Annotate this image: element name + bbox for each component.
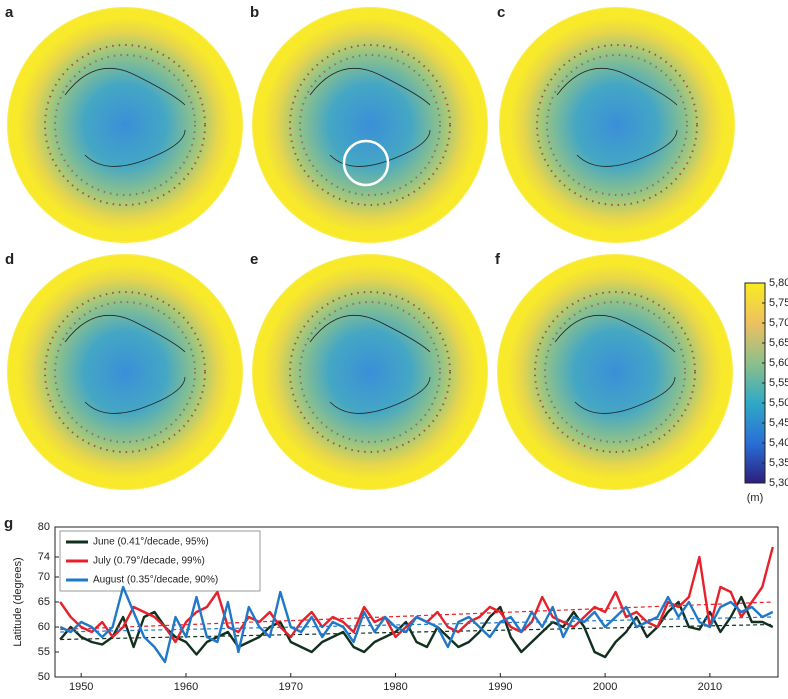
- y-tick-label: 55: [38, 646, 50, 658]
- significance-dots: [534, 291, 696, 453]
- legend-box: [59, 530, 261, 592]
- y-tick-label: 70: [38, 571, 50, 583]
- significance-dots: [299, 54, 441, 196]
- colorbar-tick-label: 5,650: [769, 337, 788, 349]
- map-yellow-rim: [497, 254, 733, 490]
- coastline: [64, 68, 186, 167]
- significance-dots: [289, 44, 451, 206]
- polar-map: [8, 255, 242, 489]
- colorbar-tick-label: 5,300: [769, 477, 788, 489]
- significance-dots: [299, 301, 441, 443]
- trend-line: [60, 616, 773, 633]
- colorbar-tick-label: 5,750: [769, 297, 788, 309]
- colorbar-tick-label: 5,400: [769, 437, 788, 449]
- significance-dots: [44, 291, 206, 453]
- significance-dots: [54, 301, 196, 443]
- colorbar-tick-label: 5,600: [769, 357, 788, 369]
- y-tick-label: 65: [38, 596, 50, 608]
- y-tick-label: 80: [38, 521, 50, 533]
- x-tick-label: 1990: [488, 681, 512, 693]
- legend-label: June (0.41°/decade, 95%): [93, 537, 209, 548]
- polar-map: [253, 8, 487, 242]
- map-yellow-rim: [499, 7, 735, 243]
- significance-dots: [289, 291, 451, 453]
- series-line: [59, 585, 774, 664]
- x-tick-label: 1980: [383, 681, 407, 693]
- polar-map: [500, 8, 734, 242]
- colorbar-tick-label: 5,800: [769, 277, 788, 289]
- coastline: [309, 68, 431, 167]
- map-yellow-rim: [252, 7, 488, 243]
- panel-label: c: [497, 4, 505, 21]
- polar-map: [498, 255, 732, 489]
- panel-label: d: [5, 251, 14, 268]
- significance-dots: [44, 44, 206, 206]
- highlight-circle: [342, 139, 390, 187]
- coastline: [556, 68, 678, 167]
- series-line: [59, 595, 774, 659]
- coastline: [64, 315, 186, 414]
- x-tick-label: 1970: [279, 681, 303, 693]
- x-tick-label: 1950: [69, 681, 93, 693]
- significance-dots: [536, 44, 698, 206]
- colorbar-unit: (m): [747, 492, 764, 504]
- colorbar-tick-label: 5,450: [769, 417, 788, 429]
- panel-label: f: [495, 251, 501, 268]
- colorbar-tick-label: 5,350: [769, 457, 788, 469]
- y-tick-label: 74: [38, 551, 50, 563]
- map-yellow-rim: [252, 254, 488, 490]
- x-tick-label: 1960: [174, 681, 198, 693]
- y-tick-label: 50: [38, 671, 50, 683]
- y-axis-label: Latitude (degrees): [12, 557, 24, 646]
- legend-label: August (0.35°/decade, 90%): [93, 575, 218, 586]
- colorbar-tick-label: 5,550: [769, 377, 788, 389]
- panel-label: b: [250, 4, 259, 21]
- x-tick-label: 2000: [593, 681, 617, 693]
- colorbar-tick-label: 5,700: [769, 317, 788, 329]
- line-chart: Latitude (degrees) g 50 55 60 65 70 74 80 1950 1…: [4, 515, 779, 693]
- polar-map: [8, 8, 242, 242]
- legend-label: July (0.79°/decade, 99%): [93, 556, 205, 567]
- panel-label: g: [4, 515, 13, 532]
- coastline: [554, 315, 676, 414]
- map-yellow-rim: [7, 254, 243, 490]
- significance-dots: [54, 54, 196, 196]
- map-yellow-rim: [7, 7, 243, 243]
- y-tick-label: 60: [38, 621, 50, 633]
- coastline: [309, 315, 431, 414]
- polar-map: [253, 255, 487, 489]
- x-tick-label: 2010: [698, 681, 722, 693]
- colorbar-tick-label: 5,500: [769, 397, 788, 409]
- maps: a b c d e f 5,800 5,750 5,700 5,650 5,600 5,550 5,50…: [5, 4, 788, 504]
- panel-label: a: [5, 4, 14, 21]
- panel-label: e: [250, 251, 258, 268]
- significance-dots: [544, 301, 686, 443]
- significance-dots: [546, 54, 688, 196]
